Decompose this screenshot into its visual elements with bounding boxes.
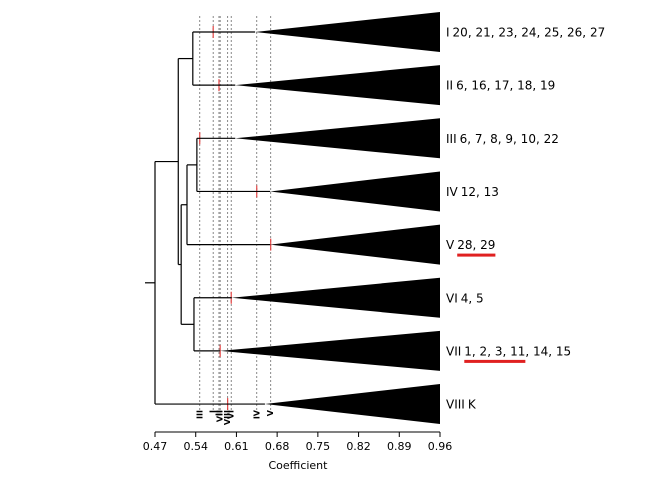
x-tick-label: 0.89 [387, 440, 412, 453]
cluster-triangle [231, 277, 440, 318]
cluster-members: 1, 2, 3, 11 [464, 344, 525, 358]
highlight-underline [464, 359, 526, 363]
cluster-triangle [270, 171, 440, 212]
cluster-triangle [235, 118, 440, 159]
cluster-triangle [264, 384, 440, 425]
x-tick-label: 0.61 [224, 440, 249, 453]
cluster-members: 12, 13 [461, 185, 499, 199]
cluster-triangle [220, 330, 440, 371]
cluster-id: III [446, 132, 457, 146]
cutoff-label: VII [216, 410, 225, 422]
cluster-members: 6, 16, 17, 18, 19 [456, 79, 555, 93]
cutoff-label: V [266, 409, 275, 416]
cluster-id: I [446, 26, 450, 40]
cutoff-label: I [209, 410, 218, 413]
highlight-underline [457, 253, 496, 257]
cluster-members: K [468, 398, 477, 412]
x-axis-label: Coefficient [269, 459, 329, 472]
cluster-id: II [446, 79, 453, 93]
cluster-triangle [255, 12, 440, 52]
cluster-members: , 14, 15 [525, 344, 571, 358]
cluster-members: 6, 7, 8, 9, 10, 22 [460, 132, 559, 146]
cutoff-label: VIII [223, 410, 232, 425]
cluster-id: VII [446, 344, 461, 358]
x-tick-label: 0.68 [265, 440, 290, 453]
cluster-id: VIII [446, 398, 465, 412]
cluster-members: 4, 5 [461, 291, 484, 305]
cluster-triangle [235, 65, 440, 106]
cutoff-label: VI [227, 410, 236, 419]
cluster-members: 20, 21, 23, 24, 25, 26, 27 [453, 26, 606, 40]
x-tick-label: 0.47 [143, 440, 168, 453]
x-tick-label: 0.75 [306, 440, 331, 453]
cluster-id: V [446, 238, 455, 252]
cluster-members: 28, 29 [457, 238, 495, 252]
cluster-triangle [270, 224, 440, 265]
cluster-id: VI [446, 291, 458, 305]
cutoff-label: III [195, 410, 204, 419]
x-tick-label: 0.82 [346, 440, 371, 453]
cutoff-label: IV [252, 409, 261, 419]
x-tick-label: 0.96 [428, 440, 453, 453]
x-tick-label: 0.54 [183, 440, 208, 453]
cutoff-label: II [214, 410, 223, 416]
cluster-id: IV [446, 185, 459, 199]
